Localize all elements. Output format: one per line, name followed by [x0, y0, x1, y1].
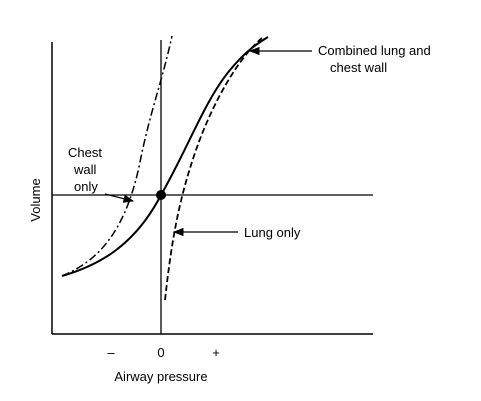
combined-label-line2: chest wall	[330, 60, 387, 75]
y-axis-title: Volume	[28, 178, 43, 221]
x-tick-positive: +	[212, 345, 220, 360]
combined-curve	[61, 36, 269, 277]
combined-label-line1: Combined lung and	[318, 43, 431, 58]
resting-point	[156, 190, 166, 200]
chest-wall-arrow	[104, 193, 135, 203]
x-tick-zero: 0	[157, 345, 164, 360]
chest-wall-label-line2: wall	[73, 162, 97, 177]
lung-only-label: Lung only	[244, 225, 301, 240]
chest-wall-only-curve	[61, 35, 173, 277]
x-tick-negative: –	[107, 345, 115, 360]
chest-wall-label-line1: Chest	[68, 145, 102, 160]
x-axis-title: Airway pressure	[114, 369, 207, 384]
lung-only-curve	[164, 37, 263, 301]
chest-wall-label-line3: only	[74, 179, 98, 194]
